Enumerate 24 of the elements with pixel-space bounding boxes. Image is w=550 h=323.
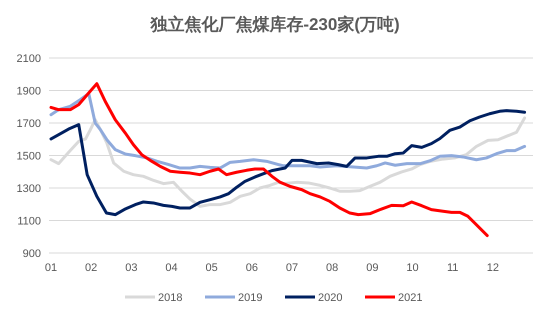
x-tick-label: 03 — [125, 262, 138, 274]
x-tick-label: 08 — [326, 262, 338, 274]
x-tick-label: 02 — [85, 262, 98, 274]
y-tick-label: 1500 — [16, 150, 41, 162]
x-tick-label: 10 — [406, 262, 419, 274]
x-tick-label: 06 — [246, 262, 258, 274]
x-tick-label: 09 — [366, 262, 378, 274]
legend-label: 2020 — [318, 292, 342, 304]
legend-label: 2018 — [158, 292, 182, 304]
legend-label: 2021 — [398, 292, 422, 304]
y-tick-label: 1300 — [16, 183, 41, 195]
x-tick-label: 07 — [286, 262, 298, 274]
x-tick-label: 11 — [446, 262, 458, 274]
x-tick-label: 12 — [486, 262, 499, 274]
legend-label: 2019 — [238, 292, 262, 304]
x-tick-label: 05 — [206, 262, 218, 274]
y-tick-label: 1700 — [16, 118, 41, 130]
y-tick-label: 1900 — [16, 86, 41, 98]
y-tick-label: 900 — [22, 248, 41, 260]
x-tick-label: 04 — [165, 262, 178, 274]
x-tick-label: 01 — [44, 262, 58, 274]
y-tick-label: 2100 — [16, 53, 41, 65]
title: 独立焦化厂焦煤库存-230家(万吨) — [150, 15, 400, 34]
y-tick-label: 1100 — [17, 216, 41, 228]
